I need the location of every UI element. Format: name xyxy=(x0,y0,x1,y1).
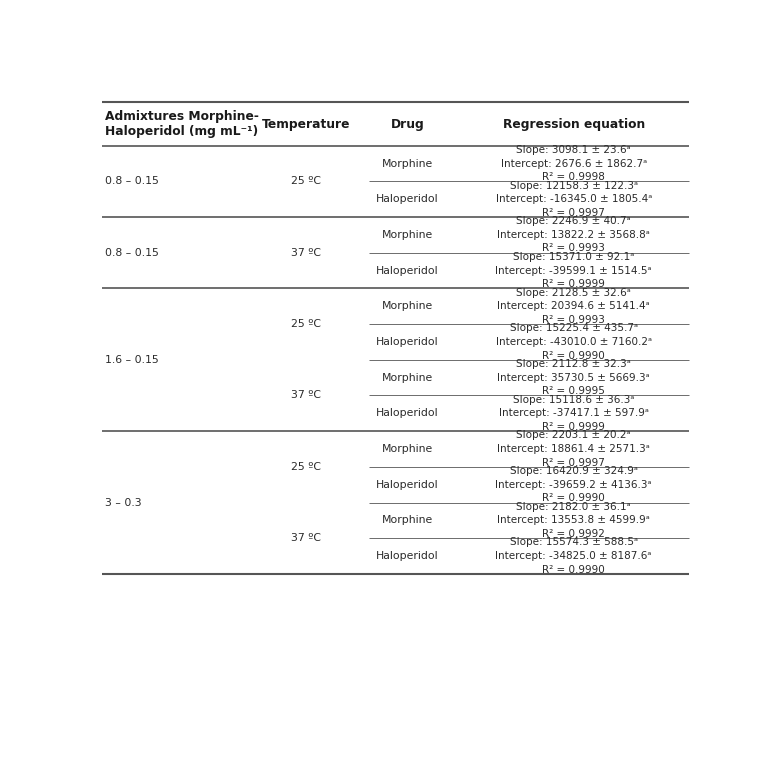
Text: Slope: 15225.4 ± 435.7ᵃ
Intercept: -43010.0 ± 7160.2ᵃ
R² = 0.9990: Slope: 15225.4 ± 435.7ᵃ Intercept: -4301… xyxy=(496,323,652,361)
Text: Slope: 2246.9 ± 40.7ᵃ
Intercept: 13822.2 ± 3568.8ᵃ
R² = 0.9993: Slope: 2246.9 ± 40.7ᵃ Intercept: 13822.2… xyxy=(497,217,650,253)
Text: Haloperidol: Haloperidol xyxy=(376,337,439,347)
Text: Slope: 2128.5 ± 32.6ᵃ
Intercept: 20394.6 ± 5141.4ᵃ
R² = 0.9993: Slope: 2128.5 ± 32.6ᵃ Intercept: 20394.6… xyxy=(497,287,650,325)
Text: Slope: 15574.3 ± 588.5ᵃ
Intercept: -34825.0 ± 8187.6ᵃ
R² = 0.9990: Slope: 15574.3 ± 588.5ᵃ Intercept: -3482… xyxy=(496,538,652,575)
Text: 0.8 – 0.15: 0.8 – 0.15 xyxy=(106,176,159,186)
Text: Slope: 15371.0 ± 92.1ᵃ
Intercept: -39599.1 ± 1514.5ᵃ
R² = 0.9999: Slope: 15371.0 ± 92.1ᵃ Intercept: -39599… xyxy=(496,252,652,289)
Text: Haloperidol: Haloperidol xyxy=(376,408,439,418)
Text: 0.8 – 0.15: 0.8 – 0.15 xyxy=(106,248,159,258)
Text: Slope: 2203.1 ± 20.2ᵃ
Intercept: 18861.4 ± 2571.3ᵃ
R² = 0.9997: Slope: 2203.1 ± 20.2ᵃ Intercept: 18861.4… xyxy=(497,431,650,467)
Text: Admixtures Morphine-
Haloperidol (mg mL⁻¹): Admixtures Morphine- Haloperidol (mg mL⁻… xyxy=(106,110,259,138)
Text: Morphine: Morphine xyxy=(382,301,433,312)
Text: Slope: 3098.1 ± 23.6ᵃ
Intercept: 2676.6 ± 1862.7ᵃ
R² = 0.9998: Slope: 3098.1 ± 23.6ᵃ Intercept: 2676.6 … xyxy=(500,145,647,182)
Text: Haloperidol: Haloperidol xyxy=(376,266,439,276)
Text: Slope: 2182.0 ± 36.1ᵃ
Intercept: 13553.8 ± 4599.9ᵃ
R² = 0.9992: Slope: 2182.0 ± 36.1ᵃ Intercept: 13553.8… xyxy=(497,502,650,539)
Text: Slope: 2112.8 ± 32.3ᵃ
Intercept: 35730.5 ± 5669.3ᵃ
R² = 0.9995: Slope: 2112.8 ± 32.3ᵃ Intercept: 35730.5… xyxy=(497,359,650,397)
Text: Regression equation: Regression equation xyxy=(503,118,645,131)
Text: 37 ºC: 37 ºC xyxy=(291,248,321,258)
Text: Haloperidol: Haloperidol xyxy=(376,480,439,490)
Text: 25 ºC: 25 ºC xyxy=(291,319,321,329)
Text: Temperature: Temperature xyxy=(262,118,350,131)
Text: 25 ºC: 25 ºC xyxy=(291,176,321,186)
Text: 37 ºC: 37 ºC xyxy=(291,534,321,543)
Text: Haloperidol: Haloperidol xyxy=(376,551,439,561)
Text: Morphine: Morphine xyxy=(382,516,433,525)
Text: Drug: Drug xyxy=(391,118,425,131)
Text: Morphine: Morphine xyxy=(382,158,433,168)
Text: Haloperidol: Haloperidol xyxy=(376,194,439,204)
Text: Slope: 15118.6 ± 36.3ᵃ
Intercept: -37417.1 ± 597.9ᵃ
R² = 0.9999: Slope: 15118.6 ± 36.3ᵃ Intercept: -37417… xyxy=(499,395,648,432)
Text: Slope: 12158.3 ± 122.3ᵃ
Intercept: -16345.0 ± 1805.4ᵃ
R² = 0.9997: Slope: 12158.3 ± 122.3ᵃ Intercept: -1634… xyxy=(496,181,652,218)
Text: Morphine: Morphine xyxy=(382,444,433,454)
Text: 1.6 – 0.15: 1.6 – 0.15 xyxy=(106,354,159,365)
Text: 3 – 0.3: 3 – 0.3 xyxy=(106,498,142,508)
Text: 37 ºC: 37 ºC xyxy=(291,390,321,400)
Text: Slope: 16420.9 ± 324.9ᵃ
Intercept: -39659.2 ± 4136.3ᵃ
R² = 0.9990: Slope: 16420.9 ± 324.9ᵃ Intercept: -3965… xyxy=(496,466,652,503)
Text: Morphine: Morphine xyxy=(382,372,433,382)
Text: 25 ºC: 25 ºC xyxy=(291,462,321,472)
Text: Morphine: Morphine xyxy=(382,230,433,240)
